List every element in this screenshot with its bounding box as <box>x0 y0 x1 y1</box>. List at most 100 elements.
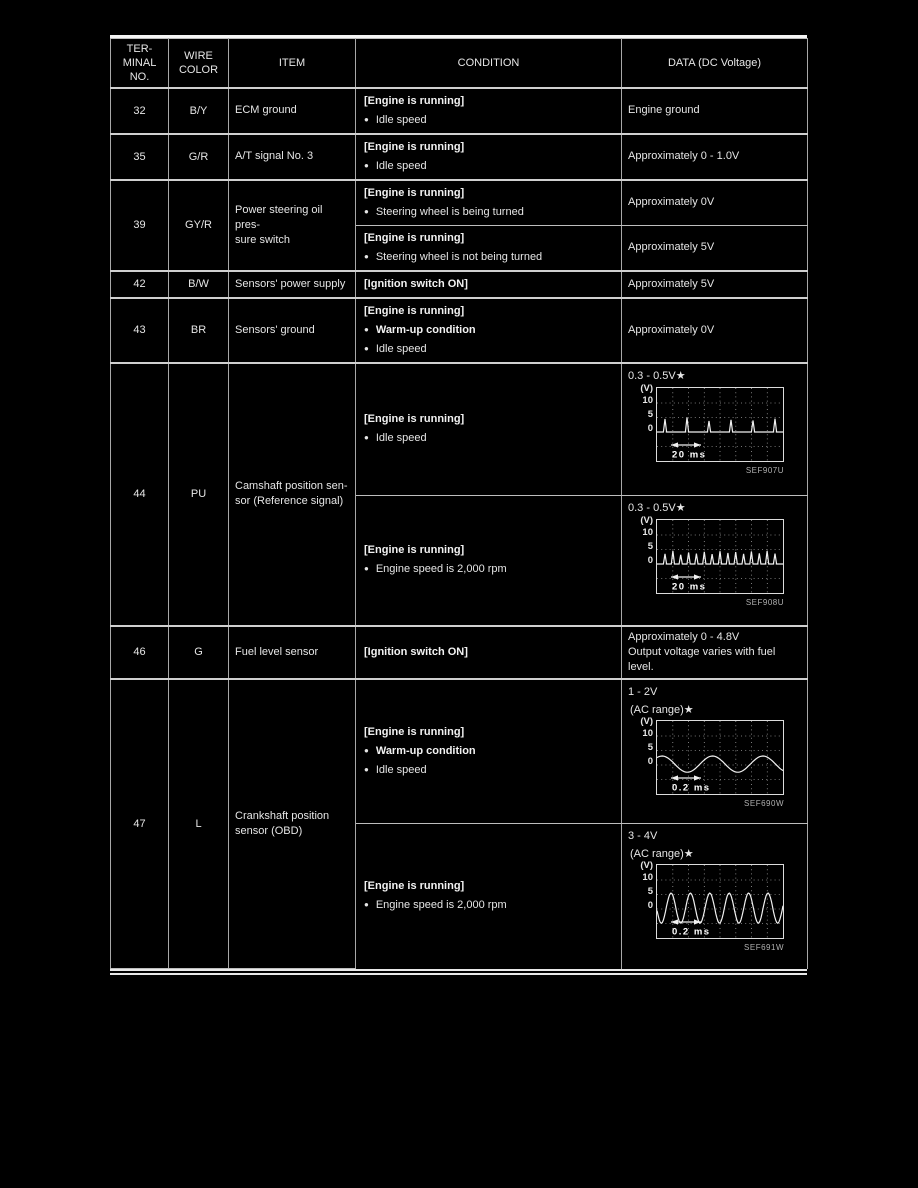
scope-row: (V) 10 5 0 0.2 ms <box>630 860 784 939</box>
data-value-text: Approximately 5V <box>628 277 715 290</box>
condition-header: [Engine is running] <box>364 186 465 199</box>
data-cell: Approximately 0V <box>621 178 808 226</box>
condition-bullet: ● Warm-up condition <box>364 321 615 340</box>
condition-cell: [Engine is running] ● Engine speed is 2,00… <box>355 823 622 969</box>
data-cell: Approximately 0 - 4.8V Output voltage va… <box>621 624 808 679</box>
svg-text:0.2 ms: 0.2 ms <box>672 782 711 793</box>
condition-bullet: ● Idle speed <box>364 340 615 359</box>
bullet-icon: ● <box>364 564 369 574</box>
condition-bullet: ● Engine speed is 2,000 rpm <box>364 896 615 915</box>
figure-code-label: SEF907U <box>745 465 784 475</box>
data-cell: 1 - 2V (AC range)★ (V) 10 5 0 0.2 ms SEF690W <box>621 677 808 824</box>
condition-header: [Engine is running] <box>364 140 465 153</box>
bullet-icon: ● <box>364 433 369 443</box>
svg-text:20 ms: 20 ms <box>672 449 706 460</box>
data-value-text: Approximately 5V <box>628 241 715 253</box>
data-cell: 0.3 - 0.5V★ (V) 10 5 0 20 ms SEF908U <box>621 495 808 626</box>
bullet-icon: ● <box>364 324 369 334</box>
wire-color-cell: GY/R <box>168 178 229 271</box>
axis-tick-label: 0 <box>647 422 653 434</box>
axis-tick-label: (V) <box>640 382 653 394</box>
data-cell: Approximately 5V <box>621 224 808 271</box>
condition-header: [Engine is running] <box>364 231 465 244</box>
bullet-text: Idle speed <box>375 342 427 355</box>
condition-header: [Engine is running] <box>364 725 465 738</box>
bullet-text: Idle speed <box>375 432 427 445</box>
terminal-cell: 39 <box>110 178 169 271</box>
col-header-wire-color: WIRE COLOR <box>168 38 229 89</box>
table-row: 39 GY/R Power steering oil pres- sure sw… <box>110 178 808 271</box>
bullet-icon: ● <box>364 160 369 170</box>
axis-tick-label: (V) <box>640 715 653 727</box>
table-row: 42 B/W Sensors' power supply [Ignition s… <box>110 269 808 298</box>
bullet-text: Idle speed <box>375 113 427 126</box>
ecm-terminal-data-table: TER- MINAL NO. WIRE COLOR ITEM CONDITION… <box>110 38 808 969</box>
data-value-text: Approximately 0V <box>628 323 715 336</box>
scope-row: (V) 10 5 0 20 ms <box>630 515 784 594</box>
table-subrow: [Engine is running] ● Engine speed is 2,00… <box>111 495 808 626</box>
wire-color-cell: B/Y <box>168 87 229 134</box>
condition-header: [Engine is running] <box>364 94 465 107</box>
wire-color-cell: G <box>168 624 229 679</box>
bullet-text: Engine speed is 2,000 rpm <box>375 563 507 576</box>
data-cell: 0.3 - 0.5V★ (V) 10 5 0 20 ms SEF907U <box>621 361 808 496</box>
bullet-text: Idle speed <box>375 159 427 172</box>
item-cell: Power steering oil pres- sure switch <box>228 178 356 271</box>
data-value-text: Approximately 0V <box>628 196 715 208</box>
wire-color-cell: G/R <box>168 132 229 180</box>
bullet-text: Warm-up condition <box>375 744 476 757</box>
bullet-icon: ● <box>364 745 369 755</box>
bullet-icon: ● <box>364 900 369 910</box>
condition-header: [Engine is running] <box>364 413 465 426</box>
data-value-text: Approximately 0 - 4.8V Output voltage va… <box>628 630 776 673</box>
wire-color-cell: L <box>168 677 229 969</box>
item-cell: A/T signal No. 3 <box>228 132 356 180</box>
scope-y-axis: (V) 10 5 0 <box>630 860 656 937</box>
condition-cell: [Engine is running] ● Warm-up condition ● Id… <box>355 296 622 363</box>
col-header-item: ITEM <box>228 38 356 89</box>
bullet-text: Idle speed <box>375 763 427 776</box>
condition-header: [Engine is running] <box>364 544 465 557</box>
bullet-icon: ● <box>364 206 369 216</box>
condition-bullet: ● Steering wheel is not being turned <box>364 248 615 267</box>
table-row: 43 BR Sensors' ground [Engine is running… <box>110 296 808 363</box>
axis-tick-label: 5 <box>647 541 653 552</box>
scope-row: (V) 10 5 0 20 ms <box>630 383 784 462</box>
wire-color-cell: BR <box>168 296 229 363</box>
condition-header: [Ignition switch ON] <box>364 277 468 290</box>
bullet-icon: ● <box>364 114 369 124</box>
condition-header: [Ignition switch ON] <box>364 645 468 658</box>
terminal-cell: 46 <box>110 624 169 679</box>
bullet-icon: ● <box>364 343 369 353</box>
condition-cell: [Engine is running] ● Idle speed <box>355 132 622 180</box>
terminal-cell: 42 <box>110 269 169 298</box>
item-cell: Sensors' power supply <box>228 269 356 298</box>
axis-tick-label: 10 <box>642 727 653 739</box>
axis-tick-label: 10 <box>642 527 653 538</box>
terminal-cell: 44 <box>110 361 169 626</box>
data-cell: Approximately 0V <box>621 296 808 363</box>
voltage-range-label: 1 - 2V <box>628 685 658 698</box>
bullet-text: Steering wheel is not being turned <box>375 250 543 263</box>
voltage-range-label: 3 - 4V <box>628 830 658 842</box>
condition-bullet: ● Engine speed is 2,000 rpm <box>364 560 615 579</box>
wire-color-cell: B/W <box>168 269 229 298</box>
condition-header: [Engine is running] <box>364 304 465 317</box>
data-value-text: Approximately 0 - 1.0V <box>628 150 740 162</box>
scope-plot: 20 ms <box>656 386 784 462</box>
condition-cell: [Engine is running] ● Idle speed <box>355 87 622 134</box>
condition-cell: [Engine is running] ● Idle speed <box>355 361 622 496</box>
condition-bullet: ● Steering wheel is being turned <box>364 203 615 222</box>
item-cell: Sensors' ground <box>228 296 356 363</box>
ac-range-label: (AC range)★ <box>630 848 694 860</box>
condition-cell: [Engine is running] ● Steering wheel is be… <box>355 178 622 226</box>
bullet-text: Engine speed is 2,000 rpm <box>375 899 507 912</box>
figure-code-label: SEF690W <box>744 798 784 808</box>
data-cell: Approximately 0 - 1.0V <box>621 132 808 180</box>
wire-color-cell: PU <box>168 361 229 626</box>
header-row: TER- MINAL NO. WIRE COLOR ITEM CONDITION… <box>110 38 808 89</box>
table-row: 47 L Crankshaft position sensor (OBD) [E… <box>110 677 808 969</box>
scope-plot: 20 ms <box>656 519 784 594</box>
table-row: 44 PU Camshaft position sen- sor (Refere… <box>110 361 808 626</box>
